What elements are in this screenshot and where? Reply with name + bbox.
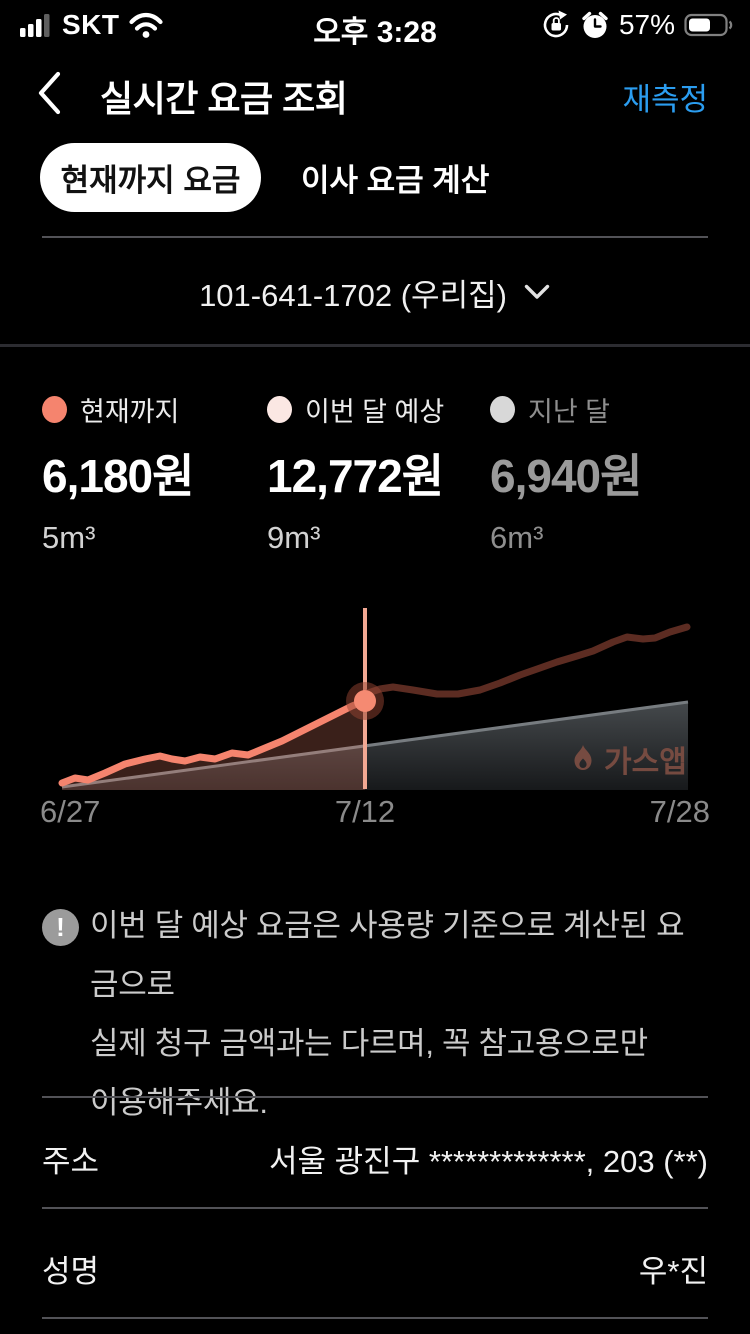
watermark-text: 가스앱 xyxy=(604,746,687,779)
divider xyxy=(42,1317,708,1319)
chevron-left-icon xyxy=(38,71,61,115)
estimate-dot-icon xyxy=(267,395,292,423)
stat-volume: 6m³ xyxy=(490,520,544,555)
battery-icon xyxy=(684,13,733,37)
stat-amount: 12,772원 xyxy=(267,450,444,502)
status-right-cluster: 57% xyxy=(541,9,734,41)
projection-line xyxy=(361,623,691,698)
account-selector[interactable]: 101-641-1702 (우리집) xyxy=(0,262,750,322)
chevron-down-icon xyxy=(524,284,550,299)
x-label-mid: 7/12 xyxy=(335,794,395,829)
usage-chart-svg: 가스앱 6/27 7/12 7/28 xyxy=(40,608,710,829)
page-title: 실시간 요금 조회 xyxy=(100,78,348,119)
section-divider xyxy=(0,344,750,347)
flame-icon xyxy=(574,745,592,770)
stat-current: 현재까지 6,180원 5m³ xyxy=(42,394,194,556)
current-area xyxy=(62,701,365,790)
stat-volume: 9m³ xyxy=(267,520,321,555)
usage-chart: 가스앱 6/27 7/12 7/28 xyxy=(0,595,750,840)
tab-moving-fee[interactable]: 이사 요금 계산 xyxy=(301,163,490,198)
rotation-lock-icon xyxy=(543,10,569,38)
notice-line: 이번 달 예상 요금은 사용량 기준으로 계산된 요금으로 xyxy=(90,908,685,1002)
x-label-start: 6/27 xyxy=(40,794,100,829)
info-icon: ! xyxy=(42,909,79,946)
x-label-end: 7/28 xyxy=(650,794,710,829)
notice-text: 이번 달 예상 요금은 사용량 기준으로 계산된 요금으로 실제 청구 금액과는… xyxy=(90,896,710,1132)
wifi-icon xyxy=(128,12,163,38)
stat-label: 이번 달 예상 xyxy=(305,396,445,427)
carrier-label: SKT xyxy=(62,9,120,40)
name-value: 우*진 xyxy=(638,1254,708,1289)
address-value: 서울 광진구 *************, 203 (**) xyxy=(269,1144,708,1179)
stat-label: 지난 달 xyxy=(528,396,611,427)
current-marker[interactable] xyxy=(354,690,376,712)
current-line xyxy=(58,697,369,787)
watermark: 가스앱 xyxy=(574,745,687,779)
tab-current-fee[interactable]: 현재까지 요금 xyxy=(40,143,261,212)
divider xyxy=(42,236,708,238)
lastmonth-line xyxy=(61,700,689,789)
lastmonth-dot-icon xyxy=(490,395,515,423)
fee-tabs: 현재까지 요금 이사 요금 계산 xyxy=(40,143,499,212)
stat-label: 현재까지 xyxy=(80,396,180,427)
notice-line: 이용해주세요. xyxy=(90,1085,268,1120)
stat-amount: 6,940원 xyxy=(490,450,642,502)
stat-last-month: 지난 달 6,940원 6m³ xyxy=(490,394,642,556)
name-label: 성명 xyxy=(42,1254,100,1289)
status-left-cluster: SKT xyxy=(20,9,164,41)
account-number: 101-641-1702 (우리집) xyxy=(199,277,507,313)
current-dot-icon xyxy=(42,395,67,423)
back-button[interactable] xyxy=(34,69,74,117)
stat-volume: 5m³ xyxy=(42,520,96,555)
remeasure-button[interactable]: 재측정 xyxy=(622,82,708,117)
stat-amount: 6,180원 xyxy=(42,450,194,502)
stat-estimate: 이번 달 예상 12,772원 9m³ xyxy=(267,394,444,556)
cell-signal-icon xyxy=(20,14,50,37)
battery-percent: 57% xyxy=(618,9,675,40)
divider xyxy=(42,1207,708,1209)
address-label: 주소 xyxy=(42,1144,100,1179)
clock: 오후 3:28 xyxy=(313,16,437,49)
notice-line: 실제 청구 금액과는 다르며, 꼭 참고용으로만 xyxy=(90,1026,648,1061)
page-header: 실시간 요금 조회 재측정 xyxy=(0,60,750,126)
status-bar: SKT 오후 3:28 57% xyxy=(0,0,750,49)
alarm-icon xyxy=(582,11,608,38)
divider xyxy=(42,1096,708,1098)
